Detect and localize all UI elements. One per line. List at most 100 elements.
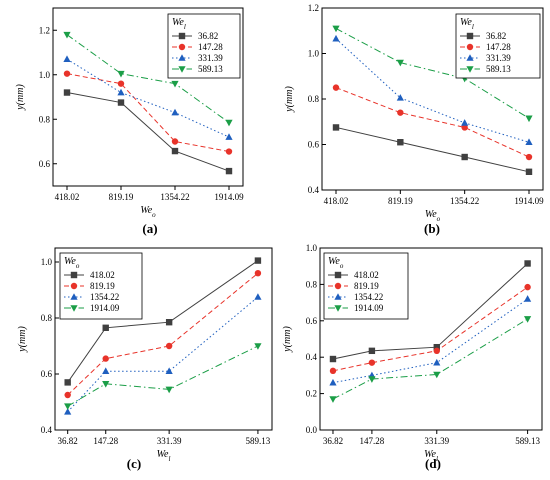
data-point [102, 324, 109, 331]
x-tick-label: 819.19 [388, 196, 413, 206]
data-point [525, 153, 533, 161]
series-line [67, 260, 259, 383]
legend-entry: 331.39 [198, 53, 223, 63]
legend-entry: 331.39 [486, 53, 511, 63]
y-tick-label: 0.8 [308, 94, 320, 104]
legend-entry: 1354.22 [90, 292, 119, 302]
y-tick-label: 0.8 [39, 114, 51, 124]
legend-marker [334, 305, 342, 312]
legend-entry: 589.13 [486, 64, 511, 74]
panel-label: (d) [425, 456, 441, 471]
data-point [64, 391, 71, 399]
x-tick-label: 1354.22 [160, 192, 189, 202]
y-tick-label: 1.0 [306, 243, 318, 253]
x-axis-label: Weo [140, 205, 156, 219]
legend-marker [178, 43, 186, 51]
legend-entry: 418.02 [354, 270, 379, 280]
data-point [225, 148, 233, 155]
data-point [117, 70, 125, 78]
data-point [461, 119, 469, 126]
legend-title: Wel [460, 17, 474, 31]
data-point [117, 99, 125, 106]
x-tick-label: 36.82 [323, 436, 343, 446]
x-tick-label: 147.28 [93, 436, 118, 446]
series-line [66, 58, 230, 138]
series-line [335, 126, 530, 173]
x-tick-label: 589.13 [246, 436, 271, 446]
data-point [329, 367, 337, 375]
data-point [368, 347, 376, 355]
data-point [433, 358, 441, 366]
y-tick-label: 1.0 [39, 70, 51, 80]
series-2 [63, 55, 233, 140]
data-point [64, 379, 71, 386]
y-tick-label: 0.6 [308, 140, 320, 150]
legend-title: Wel [172, 17, 186, 31]
data-point [461, 124, 468, 131]
x-tick-label: 147.28 [360, 436, 385, 446]
series-0 [63, 89, 233, 175]
legend-entry: 36.82 [198, 31, 218, 41]
data-point [397, 139, 404, 146]
data-point [524, 283, 531, 291]
data-point [225, 133, 233, 140]
x-tick-label: 819.19 [109, 192, 134, 202]
series-line [66, 92, 230, 172]
data-point [329, 396, 337, 403]
data-point [433, 343, 440, 351]
chart-panel-2: 0.4 0.6 0.8 1.0 36.82 147.28 331.39 589.13 y(mm)… [17, 247, 273, 471]
legend-entry: 1354.22 [354, 292, 383, 302]
series-0 [332, 124, 533, 175]
legend-title: Weo [64, 256, 80, 270]
data-point [171, 80, 179, 88]
series-line [67, 345, 259, 407]
y-axis-label: y(mm) [284, 86, 295, 113]
x-tick-label: 418.02 [55, 192, 80, 202]
x-tick-label: 418.02 [324, 196, 349, 206]
data-point [225, 167, 233, 175]
series-3 [63, 31, 233, 127]
series-3 [64, 343, 262, 410]
y-axis-label: y(mm) [17, 326, 28, 353]
chart-panel-1: 0.4 0.6 0.8 1.0 1.2 418.02 819.19 1354.22 1914.0… [284, 3, 544, 236]
series-line [335, 28, 530, 119]
data-point [225, 119, 233, 127]
y-axis-label: y(mm) [15, 84, 26, 111]
data-point [329, 378, 337, 386]
data-point [63, 89, 71, 96]
data-point [523, 316, 532, 323]
legend-entry: 589.13 [198, 64, 223, 74]
y-tick-label: 0.8 [41, 313, 53, 323]
data-point [433, 371, 441, 379]
data-point [525, 168, 533, 175]
data-point [396, 59, 404, 67]
series-line [66, 34, 230, 123]
y-tick-label: 0.6 [39, 159, 51, 169]
panel-label: (b) [424, 221, 440, 236]
y-tick-label: 1.2 [308, 3, 319, 13]
data-point [461, 153, 468, 161]
data-point [165, 386, 173, 394]
legend-entry: 819.19 [90, 281, 115, 291]
legend-marker [178, 66, 186, 73]
series-2 [64, 293, 262, 415]
data-point [102, 355, 109, 362]
data-point [329, 355, 337, 363]
data-point [332, 124, 340, 131]
legend-entry: 36.82 [486, 31, 506, 41]
plot-frame [52, 7, 244, 187]
legend-marker [466, 54, 474, 61]
data-point [332, 25, 340, 33]
series-line [332, 286, 528, 372]
series-1 [64, 270, 262, 399]
legend-marker [178, 32, 186, 40]
legend-entry: 1914.09 [90, 303, 120, 313]
series-line [335, 87, 530, 158]
legend-marker [70, 271, 78, 279]
series-line [332, 263, 528, 360]
x-axis-label: Weo [425, 209, 441, 223]
